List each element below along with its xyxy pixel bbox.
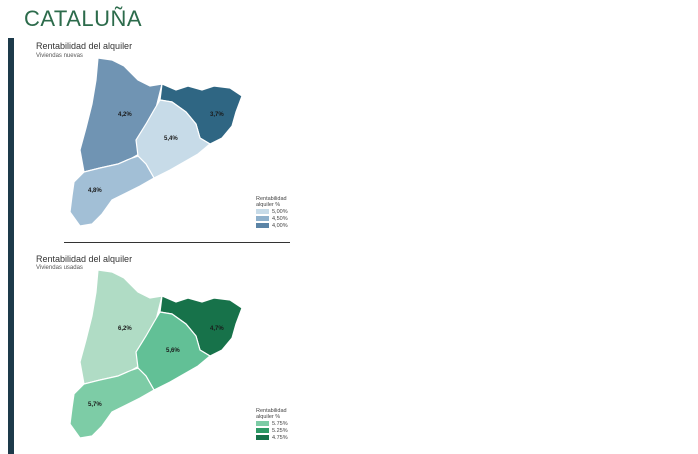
legend-new-swatch-1 [256, 216, 269, 221]
region-label-girona-new: 3,7% [210, 112, 224, 118]
legend-used-label-0: 5.75% [272, 420, 288, 427]
legend-new-label-0: 5,00% [272, 208, 288, 215]
legend-used-title: Rentabilidad alquiler % [256, 408, 287, 420]
map-used-subtitle: Viviendas usadas [36, 265, 83, 271]
legend-used-row: 5.25% [256, 427, 300, 434]
legend-new-swatch-0 [256, 209, 269, 214]
legend-used-homes: Rentabilidad alquiler % 5.75% 5.25% 4.75… [256, 408, 300, 441]
legend-used-swatch-2 [256, 435, 269, 440]
legend-new-row: 4,50% [256, 215, 300, 222]
page-title: CATALUÑA [24, 6, 143, 31]
legend-new-homes: Rentabilidad alquiler % 5,00% 4,50% 4,00… [256, 196, 300, 229]
map-used-title: Rentabilidad del alquiler [36, 254, 133, 264]
legend-new-label-1: 4,50% [272, 215, 288, 222]
legend-used-swatch-0 [256, 421, 269, 426]
region-label-lleida-new: 4,2% [118, 112, 132, 118]
legend-used-label-1: 5.25% [272, 427, 288, 434]
region-label-barcelona-new: 5,4% [164, 136, 178, 142]
legend-used-row: 5.75% [256, 420, 300, 427]
region-label-girona-used: 4,7% [210, 326, 224, 332]
section-divider [64, 242, 290, 243]
legend-used-swatch-1 [256, 428, 269, 433]
region-label-barcelona-used: 5,6% [166, 348, 180, 354]
legend-new-title: Rentabilidad alquiler % [256, 196, 287, 208]
legend-used-row: 4.75% [256, 434, 300, 441]
region-label-lleida-used: 6,2% [118, 326, 132, 332]
region-tarragona-used [69, 367, 155, 439]
region-barcelona-used [135, 311, 212, 391]
legend-new-label-2: 4,00% [272, 222, 288, 229]
legend-used-label-2: 4.75% [272, 434, 288, 441]
map-new-subtitle: Viviendas nuevas [36, 53, 83, 59]
map-new-title: Rentabilidad del alquiler [36, 41, 133, 51]
sidebar-accent-bar [8, 38, 14, 454]
region-tarragona-new [69, 155, 155, 227]
legend-new-row: 4,00% [256, 222, 300, 229]
legend-new-row: 5,00% [256, 208, 300, 215]
region-label-tarragona-new: 4,8% [88, 188, 102, 194]
region-barcelona-new [135, 99, 212, 179]
region-label-tarragona-used: 5,7% [88, 402, 102, 408]
legend-new-swatch-2 [256, 223, 269, 228]
